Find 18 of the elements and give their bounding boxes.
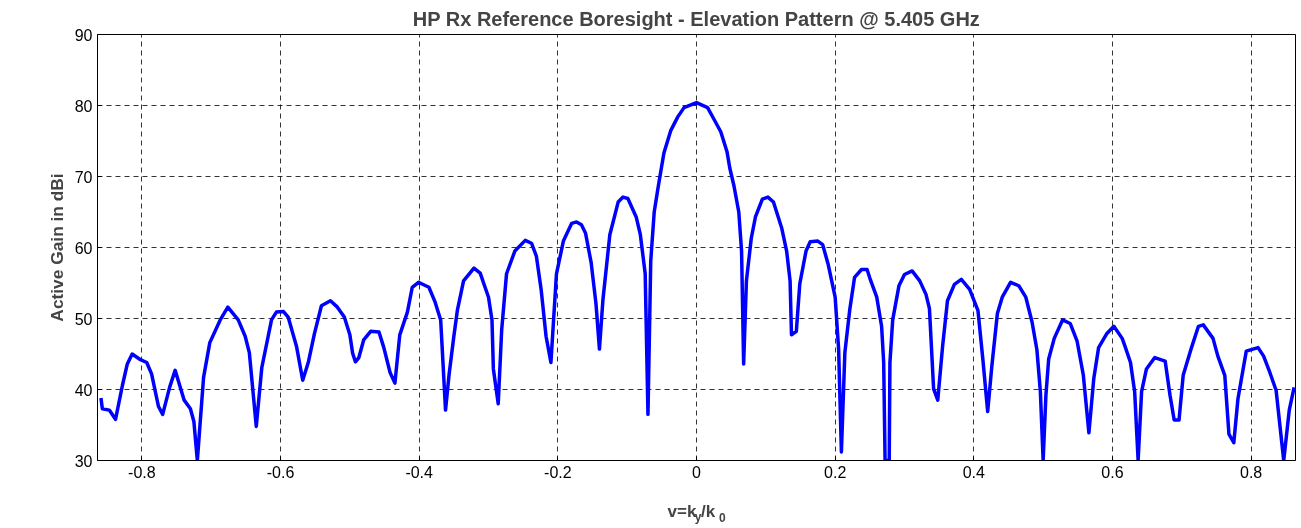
y-tick-label: 80 <box>74 97 93 115</box>
y-tick-label: 60 <box>74 239 93 257</box>
chart-title: HP Rx Reference Boresight - Elevation Pattern @ 5.405 GHz <box>412 7 980 30</box>
y-axis-title: Active Gain in dBi <box>46 173 67 322</box>
x-tick-label: -0.6 <box>266 463 295 481</box>
x-tick-label: 0.2 <box>824 463 847 481</box>
y-tick-label: 70 <box>74 168 93 186</box>
y-tick-label: 40 <box>74 381 93 399</box>
x-tick-label: 0.4 <box>962 463 986 481</box>
x-tick-label: 0.6 <box>1101 463 1124 481</box>
x-tick-label: 0 <box>692 463 702 481</box>
x-tick-label: 0.8 <box>1240 463 1263 481</box>
y-tick-label: 50 <box>74 310 93 328</box>
y-tick-label: 90 <box>74 26 93 44</box>
x-tick-label: -0.4 <box>405 463 434 481</box>
x-tick-label: -0.2 <box>544 463 572 481</box>
x-tick-label: -0.8 <box>128 463 156 481</box>
y-tick-label: 30 <box>74 452 93 470</box>
